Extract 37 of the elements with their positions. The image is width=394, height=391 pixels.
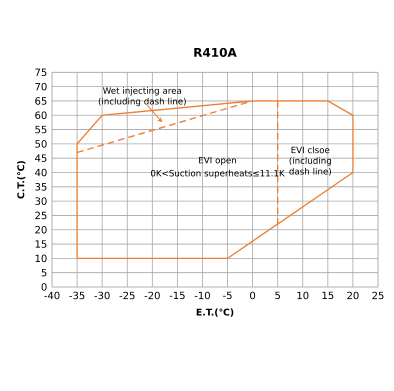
- annotation: Wet injecting area (including dash line): [98, 87, 186, 106]
- x-tick-label: -20: [144, 292, 160, 300]
- y-tick-label: 20: [35, 226, 47, 234]
- y-tick-label: 35: [35, 183, 46, 191]
- y-tick-label: 0: [42, 283, 47, 291]
- annotation: EVI open: [199, 156, 236, 166]
- x-tick-label: 25: [372, 292, 384, 300]
- chart-title: R410A: [194, 48, 237, 57]
- x-tick-label: -30: [94, 292, 110, 300]
- x-tick-label: -35: [69, 292, 84, 300]
- y-tick-label: 10: [36, 254, 47, 262]
- y-tick-label: 75: [35, 68, 46, 76]
- x-axis-title: E.T.(℃): [196, 308, 234, 317]
- y-tick-label: 5: [42, 268, 46, 276]
- y-tick-label: 30: [35, 197, 47, 205]
- x-tick-label: -15: [170, 292, 185, 300]
- x-tick-label: 5: [275, 292, 280, 300]
- y-tick-label: 70: [35, 82, 47, 90]
- annotation: 0K<Suction superheats≤11.1K: [150, 170, 285, 178]
- y-tick-label: 15: [36, 240, 46, 248]
- y-tick-label: 40: [35, 168, 47, 176]
- x-tick-label: 10: [298, 292, 308, 300]
- y-tick-label: 25: [35, 212, 46, 220]
- y-axis-title: C.T.(℃): [17, 161, 26, 199]
- y-tick-label: 45: [35, 154, 46, 162]
- x-tick-label: 20: [347, 292, 359, 300]
- x-tick-label: -10: [194, 292, 210, 300]
- x-tick-label: 0: [250, 292, 256, 300]
- x-tick-label: -40: [44, 292, 60, 300]
- x-tick-label: 15: [322, 292, 334, 300]
- y-tick-label: 50: [35, 140, 47, 148]
- x-tick-label: -5: [223, 292, 232, 300]
- y-tick-label: 65: [35, 97, 46, 105]
- x-tick-label: -25: [120, 292, 135, 300]
- y-tick-label: 55: [35, 126, 46, 134]
- y-tick-label: 60: [35, 111, 47, 120]
- annotation: EVI clsoe (including dash line): [289, 146, 331, 176]
